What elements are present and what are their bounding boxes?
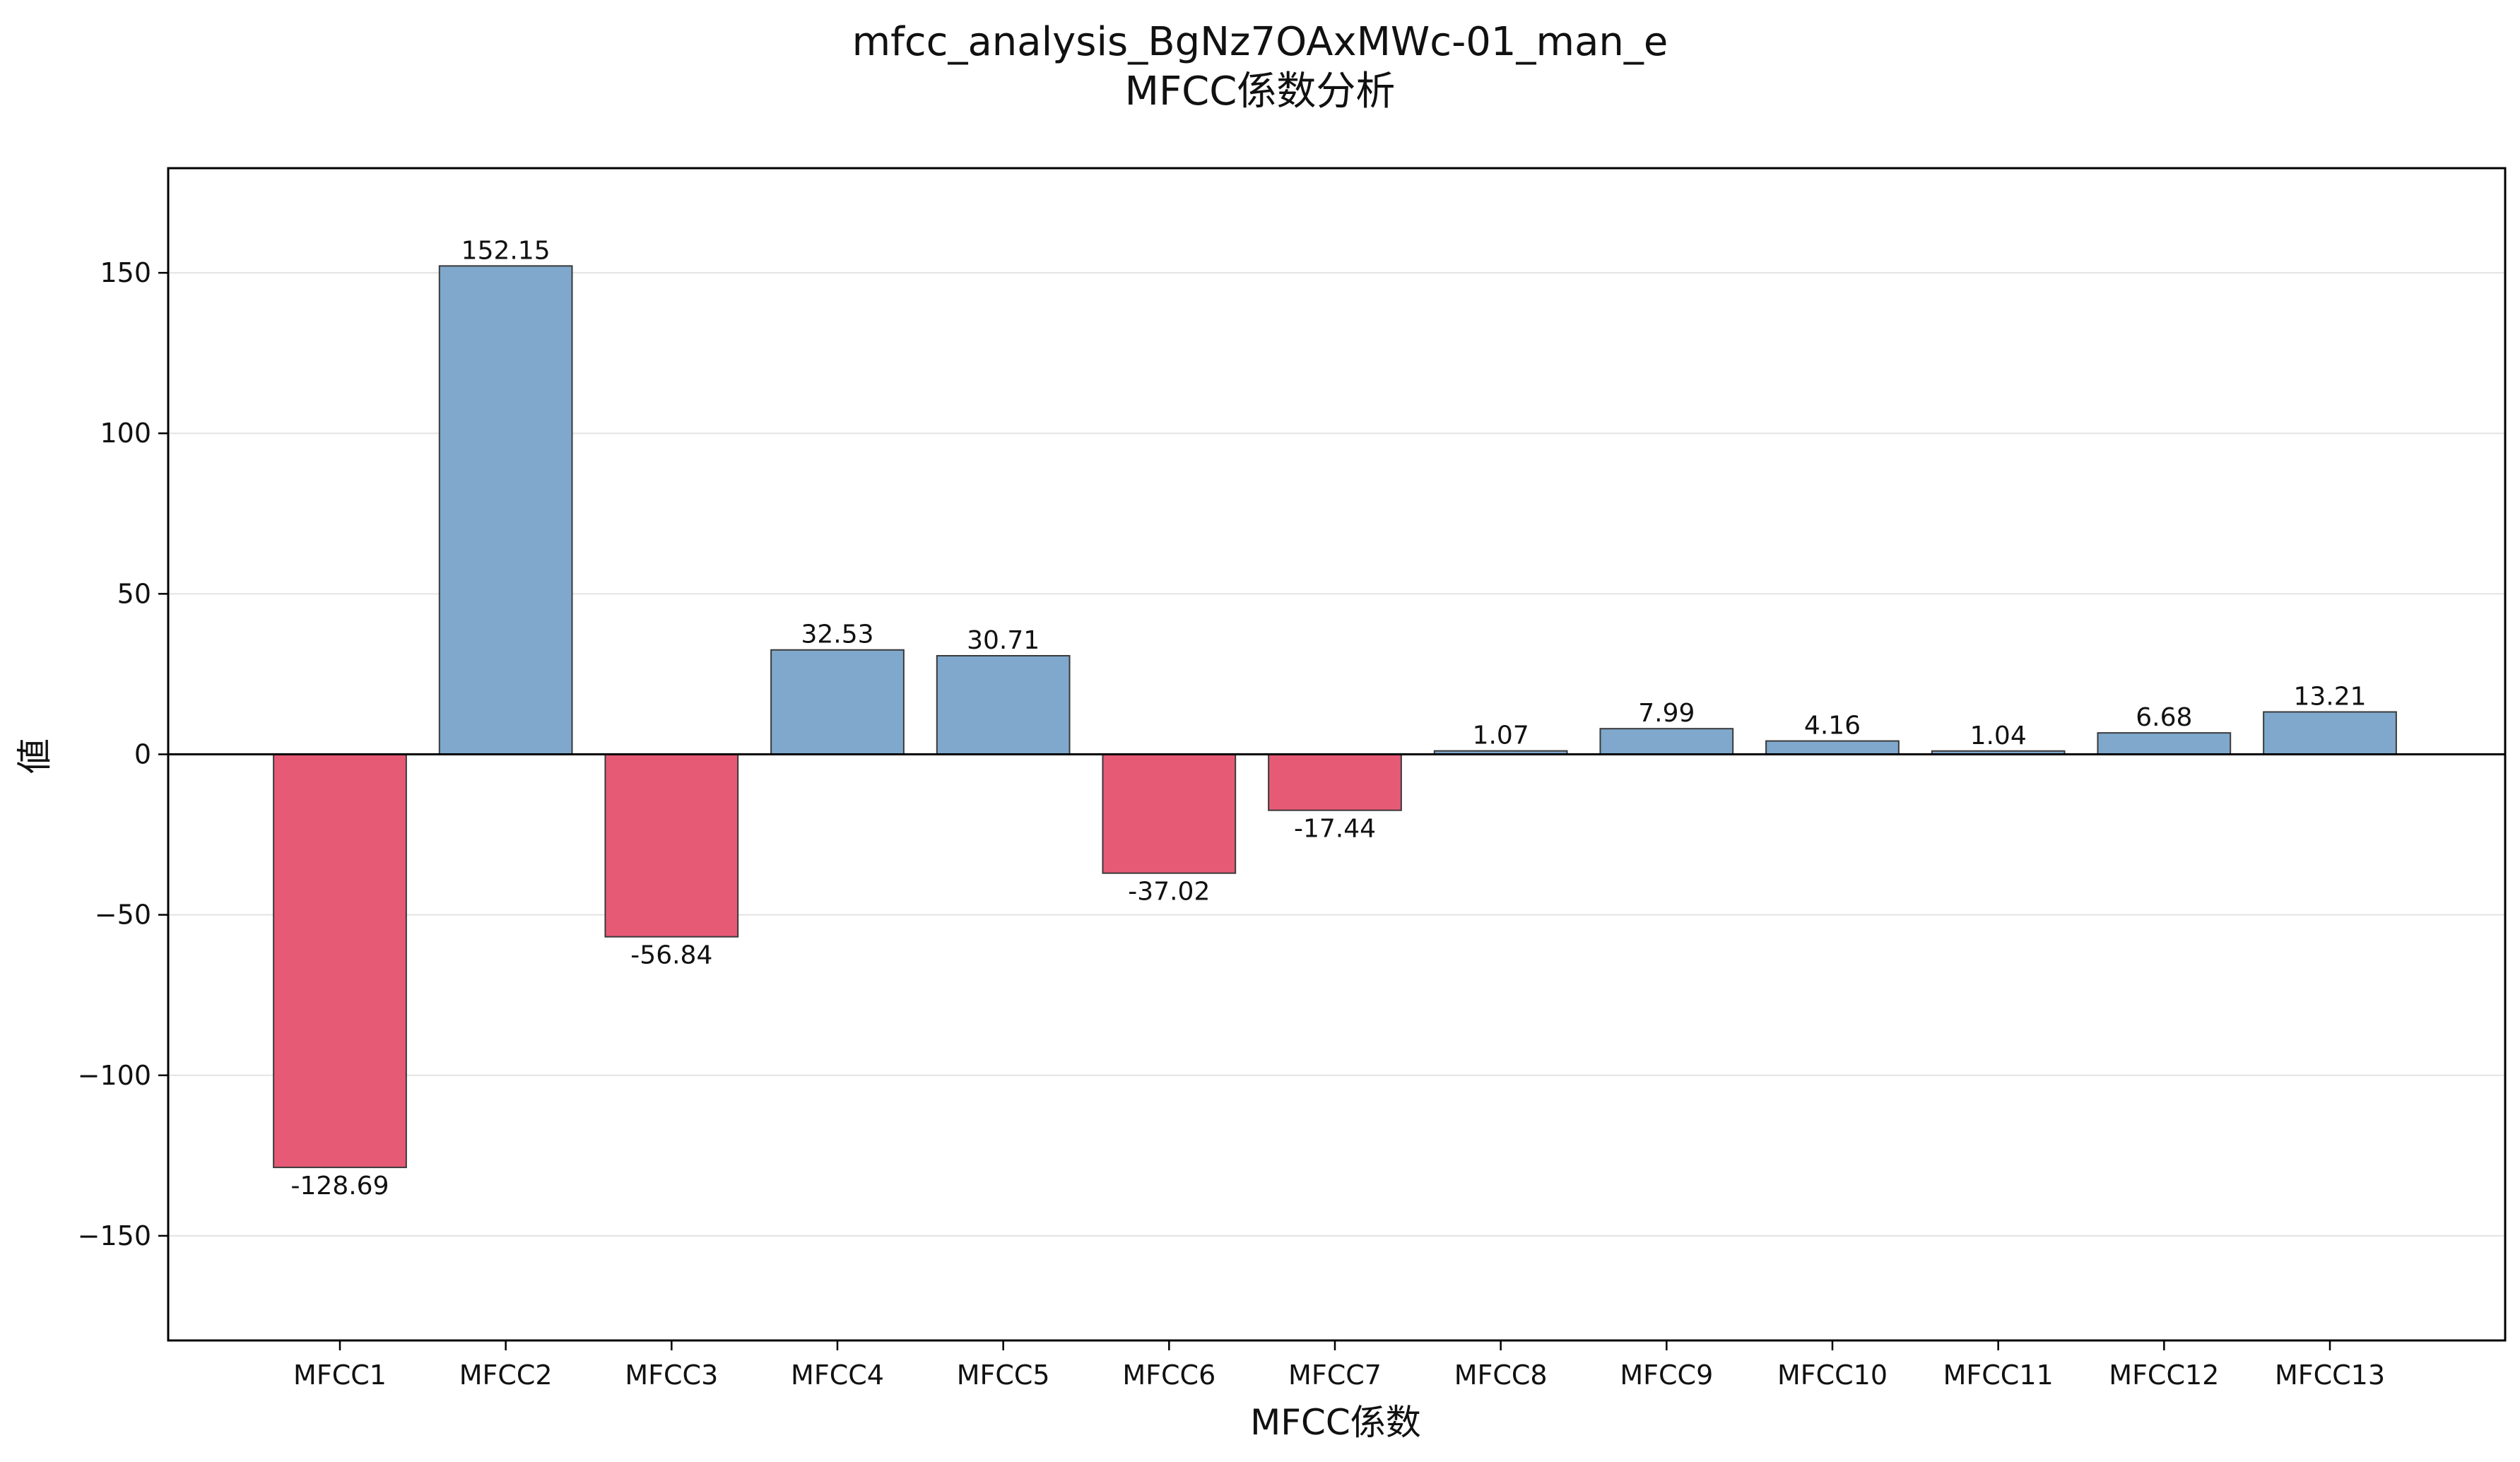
x-tick-label: MFCC9 <box>1620 1360 1713 1391</box>
data-label: 13.21 <box>2293 682 2366 711</box>
x-tick-label: MFCC10 <box>1777 1360 1888 1391</box>
bar-mfcc12 <box>2097 732 2232 755</box>
bar-mfcc3 <box>604 753 739 938</box>
bar-mfcc1 <box>273 753 407 1169</box>
x-tick-label: MFCC11 <box>1943 1360 2054 1391</box>
y-tick-label: 150 <box>100 257 151 288</box>
data-label: -128.69 <box>291 1172 389 1201</box>
bar-mfcc10 <box>1765 740 1900 755</box>
y-tick-label: −100 <box>78 1060 151 1091</box>
data-label: 30.71 <box>967 626 1040 655</box>
y-tick-label: −150 <box>78 1220 151 1251</box>
data-label: 7.99 <box>1638 699 1695 728</box>
data-label: -37.02 <box>1128 878 1210 907</box>
x-tick-label: MFCC2 <box>459 1360 553 1391</box>
x-tick-label: MFCC1 <box>293 1360 387 1391</box>
x-tick-label: MFCC13 <box>2275 1360 2385 1391</box>
y-axis-label: 値 <box>14 738 55 774</box>
chart-title: mfcc_analysis_BgNz7OAxMWc-01_man_e <box>852 19 1668 65</box>
bar-mfcc9 <box>1599 728 1734 755</box>
bar-mfcc7 <box>1268 753 1402 811</box>
x-tick-label: MFCC12 <box>2109 1360 2219 1391</box>
bar-mfcc2 <box>438 265 573 755</box>
bar-mfcc4 <box>770 649 905 755</box>
y-tick-label: 50 <box>117 578 151 609</box>
data-label: 32.53 <box>801 620 873 649</box>
data-label: 4.16 <box>1804 712 1861 741</box>
x-tick-label: MFCC8 <box>1454 1360 1548 1391</box>
x-tick-label: MFCC5 <box>957 1360 1050 1391</box>
y-tick-label: −50 <box>95 900 151 931</box>
y-tick-label: 100 <box>100 418 151 449</box>
x-axis-label: MFCC係数 <box>1250 1402 1421 1443</box>
data-label: 6.68 <box>2136 703 2192 732</box>
bars <box>273 265 2397 1169</box>
data-label: 1.07 <box>1473 721 1529 750</box>
chart-subtitle: MFCC係数分析 <box>1125 69 1396 114</box>
y-tick-label: 0 <box>134 739 151 770</box>
data-label: 1.04 <box>1970 721 2027 750</box>
data-label: -17.44 <box>1294 815 1376 844</box>
y-axis: −150 −100 −50 0 50 100 150 <box>78 257 168 1251</box>
bar-mfcc6 <box>1102 753 1237 874</box>
x-tick-label: MFCC6 <box>1122 1360 1215 1391</box>
x-tick-label: MFCC4 <box>791 1360 884 1391</box>
data-labels: -128.69 152.15 -56.84 32.53 30.71 -37.02 -17.4… <box>291 236 2367 1201</box>
bar-mfcc13 <box>2263 711 2397 755</box>
data-label: 152.15 <box>461 236 550 265</box>
x-tick-label: MFCC3 <box>625 1360 718 1391</box>
x-axis: MFCC1 MFCC2 MFCC3 MFCC4 MFCC5 MFCC6 MFCC7 MFCC8… <box>293 1340 2385 1391</box>
data-label: -56.84 <box>630 941 712 970</box>
x-tick-label: MFCC7 <box>1288 1360 1382 1391</box>
bar-mfcc5 <box>936 654 1071 755</box>
